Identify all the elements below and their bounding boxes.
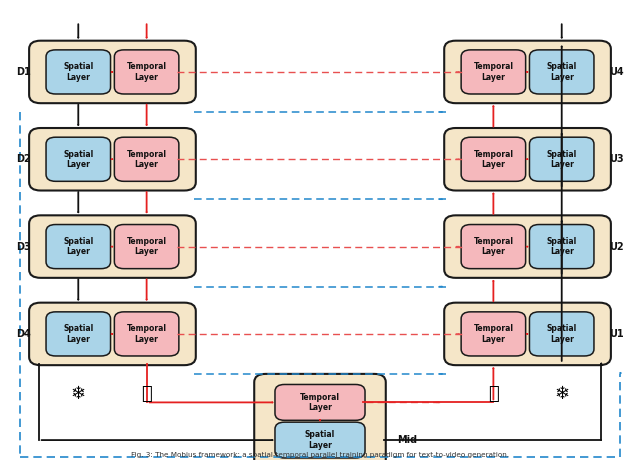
FancyBboxPatch shape xyxy=(29,128,196,190)
FancyBboxPatch shape xyxy=(444,215,611,278)
Text: D3: D3 xyxy=(16,242,31,252)
FancyBboxPatch shape xyxy=(275,384,365,420)
FancyBboxPatch shape xyxy=(461,225,525,269)
Text: Spatial
Layer: Spatial Layer xyxy=(63,62,93,82)
Text: Spatial
Layer: Spatial Layer xyxy=(63,237,93,256)
Text: Spatial
Layer: Spatial Layer xyxy=(547,324,577,343)
FancyBboxPatch shape xyxy=(29,303,196,365)
FancyBboxPatch shape xyxy=(115,137,179,181)
FancyBboxPatch shape xyxy=(461,312,525,356)
Text: ❄: ❄ xyxy=(71,384,86,402)
Text: Spatial
Layer: Spatial Layer xyxy=(547,237,577,256)
Text: U1: U1 xyxy=(609,329,624,339)
Text: Temporal
Layer: Temporal Layer xyxy=(127,324,166,343)
Text: Temporal
Layer: Temporal Layer xyxy=(474,324,513,343)
Text: Temporal
Layer: Temporal Layer xyxy=(127,237,166,256)
FancyBboxPatch shape xyxy=(444,128,611,190)
Text: U4: U4 xyxy=(609,67,624,77)
Text: U3: U3 xyxy=(609,154,624,164)
Text: Mid: Mid xyxy=(397,435,417,444)
FancyBboxPatch shape xyxy=(444,41,611,103)
FancyBboxPatch shape xyxy=(46,225,111,269)
Text: Temporal
Layer: Temporal Layer xyxy=(127,62,166,82)
FancyBboxPatch shape xyxy=(46,50,111,94)
FancyBboxPatch shape xyxy=(461,50,525,94)
Text: Temporal
Layer: Temporal Layer xyxy=(474,62,513,82)
Text: Spatial
Layer: Spatial Layer xyxy=(547,149,577,169)
Text: Spatial
Layer: Spatial Layer xyxy=(63,324,93,343)
Text: D4: D4 xyxy=(16,329,31,339)
Text: U2: U2 xyxy=(609,242,624,252)
Text: Temporal
Layer: Temporal Layer xyxy=(127,149,166,169)
FancyBboxPatch shape xyxy=(444,303,611,365)
FancyBboxPatch shape xyxy=(46,137,111,181)
Text: Temporal
Layer: Temporal Layer xyxy=(300,393,340,412)
FancyBboxPatch shape xyxy=(115,225,179,269)
Text: Temporal
Layer: Temporal Layer xyxy=(474,237,513,256)
Text: 🔥: 🔥 xyxy=(488,384,499,402)
Text: Fig. 3: The Mobius framework: a spatial-temporal parallel training paradigm for : Fig. 3: The Mobius framework: a spatial-… xyxy=(131,452,509,458)
Text: 🔥: 🔥 xyxy=(141,384,152,402)
Text: ❄: ❄ xyxy=(554,384,569,402)
Text: Temporal
Layer: Temporal Layer xyxy=(474,149,513,169)
Text: D1: D1 xyxy=(16,67,31,77)
FancyBboxPatch shape xyxy=(529,50,594,94)
FancyBboxPatch shape xyxy=(115,312,179,356)
FancyBboxPatch shape xyxy=(529,225,594,269)
FancyBboxPatch shape xyxy=(461,137,525,181)
FancyBboxPatch shape xyxy=(29,41,196,103)
FancyBboxPatch shape xyxy=(275,422,365,458)
FancyBboxPatch shape xyxy=(46,312,111,356)
Text: Spatial
Layer: Spatial Layer xyxy=(63,149,93,169)
FancyBboxPatch shape xyxy=(115,50,179,94)
FancyBboxPatch shape xyxy=(529,312,594,356)
FancyBboxPatch shape xyxy=(254,374,386,461)
FancyBboxPatch shape xyxy=(29,215,196,278)
Text: D2: D2 xyxy=(16,154,31,164)
FancyBboxPatch shape xyxy=(529,137,594,181)
Text: Spatial
Layer: Spatial Layer xyxy=(305,431,335,450)
Text: Spatial
Layer: Spatial Layer xyxy=(547,62,577,82)
